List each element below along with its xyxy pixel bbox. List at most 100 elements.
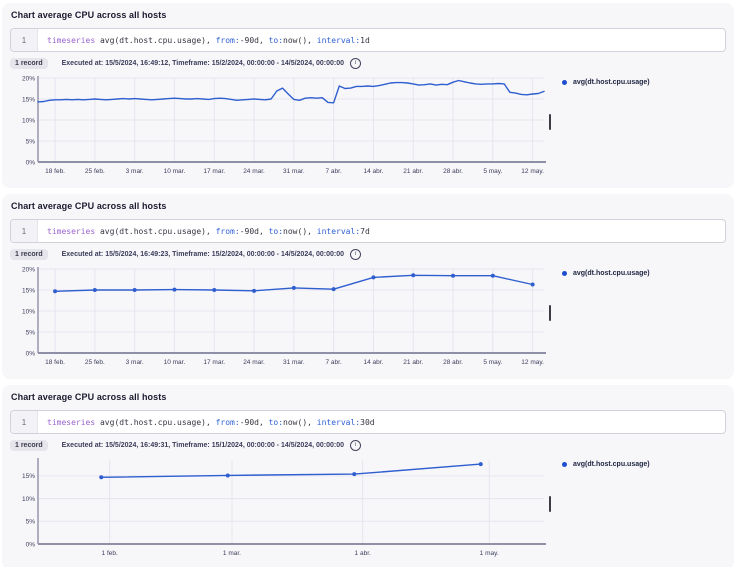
svg-text:31 mar.: 31 mar. xyxy=(283,359,305,366)
axes xyxy=(37,267,546,354)
query-token-plain: now(), xyxy=(283,417,317,427)
svg-text:10 mar.: 10 mar. xyxy=(164,168,186,175)
query-token-param: interval: xyxy=(316,417,361,427)
execution-info: Executed at: 15/5/2024, 16:49:23, Timefr… xyxy=(61,250,345,258)
dql-query-editor[interactable]: 1 timeseries avg(dt.host.cpu.usage), fro… xyxy=(10,410,726,434)
legend-series-label: avg(dt.host.cpu.usage) xyxy=(573,461,650,468)
record-count-badge[interactable]: 1 record xyxy=(10,57,48,69)
chart-section: Chart average CPU across all hosts 1 tim… xyxy=(2,194,734,379)
svg-text:10%: 10% xyxy=(22,496,35,503)
gridlines xyxy=(38,77,544,162)
scrollbar-thumb[interactable] xyxy=(549,114,551,130)
query-token-plain: 1d xyxy=(360,35,370,45)
execution-info: Executed at: 15/5/2024, 16:49:31, Timefr… xyxy=(61,441,345,449)
svg-text:15%: 15% xyxy=(22,96,35,103)
execution-info: Executed at: 15/5/2024, 16:49:12, Timefr… xyxy=(61,59,345,67)
query-token-plain: 7d xyxy=(360,226,370,236)
info-icon[interactable]: i xyxy=(350,57,362,69)
query-meta-row: 1 record Executed at: 15/5/2024, 16:49:2… xyxy=(10,248,728,260)
svg-text:21 abr.: 21 abr. xyxy=(403,168,423,175)
query-token-param: to: xyxy=(268,417,284,427)
series-line xyxy=(100,463,482,478)
legend-series-dot xyxy=(562,462,567,467)
query-meta-row: 1 record Executed at: 15/5/2024, 16:49:3… xyxy=(10,439,728,451)
svg-text:14 abr.: 14 abr. xyxy=(363,168,383,175)
series-line xyxy=(37,79,545,104)
axes xyxy=(37,76,546,163)
svg-text:28 abr.: 28 abr. xyxy=(443,359,463,366)
svg-text:12 may.: 12 may. xyxy=(521,168,544,175)
line-number: 1 xyxy=(11,29,38,51)
axes xyxy=(37,458,546,545)
record-count-badge[interactable]: 1 record xyxy=(10,439,48,451)
query-token-param: interval: xyxy=(316,226,361,236)
legend-series-dot xyxy=(562,80,567,85)
svg-text:18 feb.: 18 feb. xyxy=(45,168,65,175)
query-token-keyword: timeseries xyxy=(47,35,96,45)
chart-section: Chart average CPU across all hosts 1 tim… xyxy=(2,3,734,188)
dql-query-editor[interactable]: 1 timeseries avg(dt.host.cpu.usage), fro… xyxy=(10,28,726,52)
svg-text:12 may.: 12 may. xyxy=(521,359,544,366)
scrollbar-thumb[interactable] xyxy=(549,305,551,321)
svg-text:17 mar.: 17 mar. xyxy=(203,168,225,175)
line-number: 1 xyxy=(11,411,38,433)
chart-area: 0% 5% 10% 15% 20% 18 feb. 25 feb. 3 mar. 10 mar.… xyxy=(10,72,728,180)
legend-series-dot xyxy=(562,271,567,276)
svg-text:10 mar.: 10 mar. xyxy=(164,359,186,366)
cpu-usage-line-chart[interactable]: 0% 5% 10% 15% 20% 18 feb. 25 feb. 3 mar. 10 mar.… xyxy=(10,263,554,371)
cpu-usage-line-chart[interactable]: 0% 5% 10% 15% 20% 18 feb. 25 feb. 3 mar. 10 mar.… xyxy=(10,72,554,180)
query-token-param: from: xyxy=(215,226,240,236)
query-meta-row: 1 record Executed at: 15/5/2024, 16:49:1… xyxy=(10,57,728,69)
query-token-param: interval: xyxy=(316,35,361,45)
svg-text:25 feb.: 25 feb. xyxy=(85,168,105,175)
line-number: 1 xyxy=(11,220,38,242)
gridlines xyxy=(38,460,544,544)
query-token-plain: -90d, xyxy=(239,35,269,45)
legend-item[interactable]: avg(dt.host.cpu.usage) xyxy=(562,454,650,562)
chart-area: 0% 5% 10% 15% 20% 18 feb. 25 feb. 3 mar. 10 mar.… xyxy=(10,263,728,371)
axis-tick-labels: 0% 5% 10% 15% 20% 18 feb. 25 feb. 3 mar. 10 mar.… xyxy=(22,266,544,366)
dql-query-editor[interactable]: 1 timeseries avg(dt.host.cpu.usage), fro… xyxy=(10,219,726,243)
info-icon[interactable]: i xyxy=(350,248,362,260)
svg-text:0%: 0% xyxy=(26,541,36,548)
svg-text:1 may.: 1 may. xyxy=(480,550,499,557)
query-token-plain: 30d xyxy=(360,417,375,427)
svg-text:3 mar.: 3 mar. xyxy=(126,168,144,175)
query-token-param: from: xyxy=(215,417,240,427)
query-token-param: to: xyxy=(268,35,284,45)
scrollbar-thumb[interactable] xyxy=(549,496,551,512)
axis-tick-labels: 0% 5% 10% 15% 1 feb. 1 mar. 1 abr. 1 may. xyxy=(22,473,499,557)
query-text[interactable]: timeseries avg(dt.host.cpu.usage), from:… xyxy=(38,220,725,242)
svg-text:20%: 20% xyxy=(22,75,35,82)
legend-item[interactable]: avg(dt.host.cpu.usage) xyxy=(562,72,650,180)
query-token-plain: now(), xyxy=(283,35,317,45)
query-token-keyword: timeseries xyxy=(47,226,96,236)
svg-text:25 feb.: 25 feb. xyxy=(85,359,105,366)
record-count-badge[interactable]: 1 record xyxy=(10,248,48,260)
query-token-keyword: timeseries xyxy=(47,417,96,427)
svg-text:15%: 15% xyxy=(22,473,35,480)
svg-text:5%: 5% xyxy=(26,519,36,526)
legend-series-label: avg(dt.host.cpu.usage) xyxy=(573,79,650,86)
notebook-cells: Chart average CPU across all hosts 1 tim… xyxy=(2,3,734,567)
svg-text:24 mar.: 24 mar. xyxy=(243,359,265,366)
svg-text:18 feb.: 18 feb. xyxy=(45,359,65,366)
svg-text:31 mar.: 31 mar. xyxy=(283,168,305,175)
legend-item[interactable]: avg(dt.host.cpu.usage) xyxy=(562,263,650,371)
section-title: Chart average CPU across all hosts xyxy=(11,10,167,20)
svg-text:21 abr.: 21 abr. xyxy=(403,359,423,366)
query-token-plain: -90d, xyxy=(239,226,269,236)
query-text[interactable]: timeseries avg(dt.host.cpu.usage), from:… xyxy=(38,411,725,433)
cpu-usage-line-chart[interactable]: 0% 5% 10% 15% 1 feb. 1 mar. 1 abr. 1 may. xyxy=(10,454,554,562)
svg-text:14 abr.: 14 abr. xyxy=(363,359,383,366)
legend-series-label: avg(dt.host.cpu.usage) xyxy=(573,270,650,277)
svg-text:1 abr.: 1 abr. xyxy=(355,550,371,557)
info-icon[interactable]: i xyxy=(350,439,362,451)
query-token-param: from: xyxy=(215,35,240,45)
axis-tick-labels: 0% 5% 10% 15% 20% 18 feb. 25 feb. 3 mar. 10 mar.… xyxy=(22,75,544,175)
svg-text:3 mar.: 3 mar. xyxy=(126,359,144,366)
svg-text:20%: 20% xyxy=(22,266,35,273)
query-text[interactable]: timeseries avg(dt.host.cpu.usage), from:… xyxy=(38,29,725,51)
chart-area: 0% 5% 10% 15% 1 feb. 1 mar. 1 abr. 1 may. avg(d… xyxy=(10,454,728,562)
